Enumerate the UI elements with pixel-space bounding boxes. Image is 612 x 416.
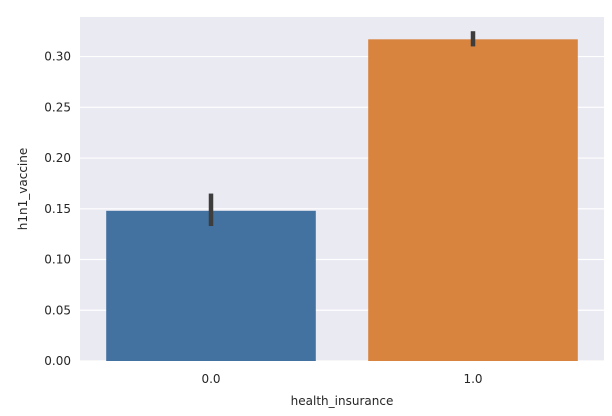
y-tick-label: 0.00 xyxy=(44,354,71,368)
x-axis-label: health_insurance xyxy=(291,394,394,408)
y-tick-label: 0.25 xyxy=(44,100,71,114)
x-tick-label: 1.0 xyxy=(463,372,482,386)
x-tick-labels: 0.0 1.0 xyxy=(201,372,482,386)
y-tick-label: 0.15 xyxy=(44,202,71,216)
y-tick-label: 0.30 xyxy=(44,50,71,64)
y-tick-label: 0.05 xyxy=(44,303,71,317)
error-bars xyxy=(208,31,476,227)
y-tick-label: 0.10 xyxy=(44,253,71,267)
y-tick-labels: 0.00 0.05 0.10 0.15 0.20 0.25 0.30 xyxy=(44,50,71,368)
y-tick-label: 0.20 xyxy=(44,151,71,165)
bar xyxy=(368,39,578,361)
bar xyxy=(106,210,316,361)
x-tick-label: 0.0 xyxy=(201,372,220,386)
bars xyxy=(106,39,578,361)
y-axis-label: h1n1_vaccine xyxy=(16,148,30,230)
